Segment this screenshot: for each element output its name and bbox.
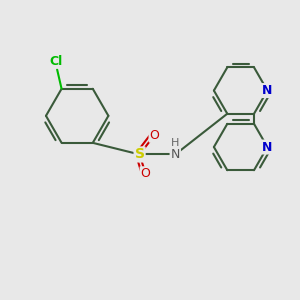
Text: H: H	[171, 138, 179, 148]
Text: Cl: Cl	[49, 55, 62, 68]
Text: S: S	[135, 148, 145, 161]
Text: O: O	[141, 167, 151, 180]
Text: O: O	[149, 129, 159, 142]
Text: N: N	[262, 140, 273, 154]
Text: N: N	[262, 84, 273, 97]
Text: N: N	[171, 148, 180, 161]
